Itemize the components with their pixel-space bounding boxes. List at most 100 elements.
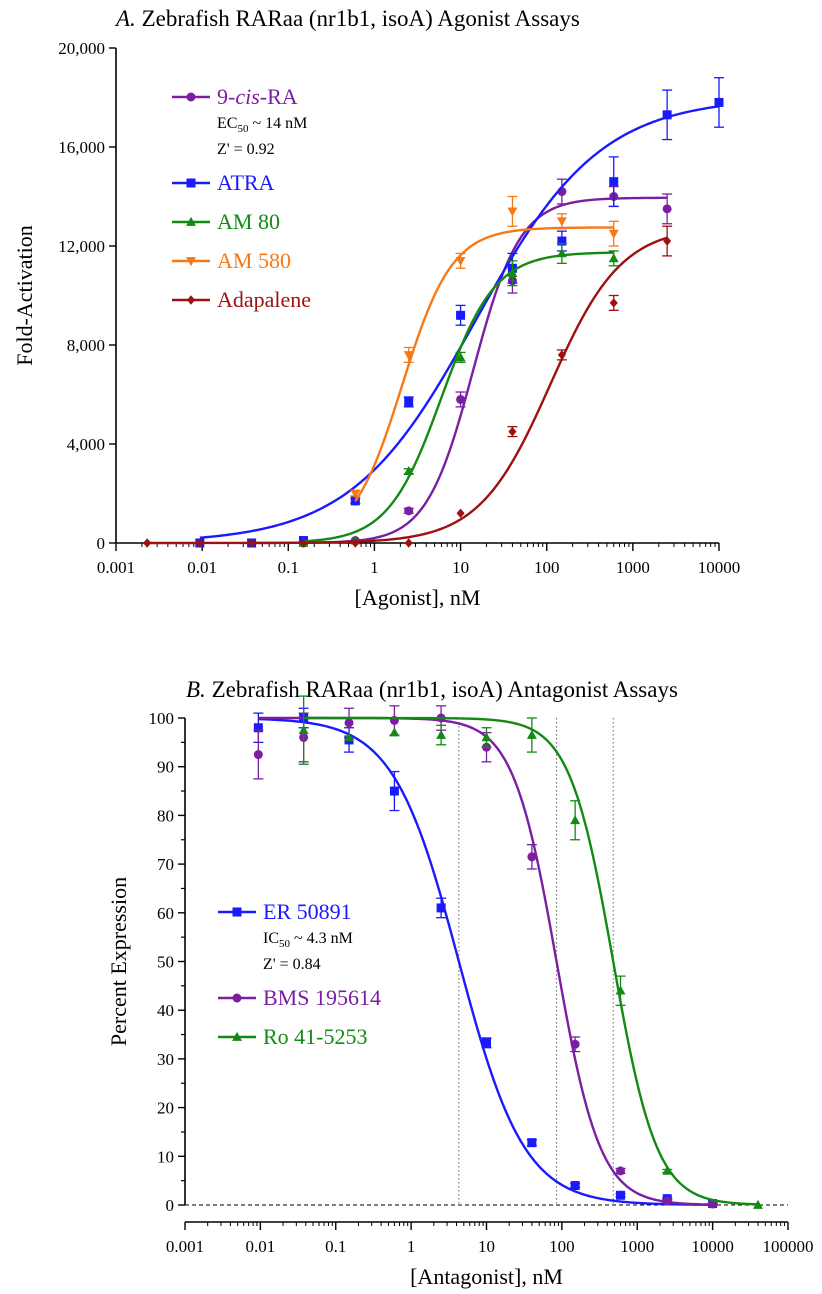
legend-note: Z' = 0.84 <box>263 956 321 973</box>
series-3 <box>350 195 619 502</box>
data-point <box>662 1165 673 1175</box>
y-tick-label: 0 <box>166 1196 175 1215</box>
data-point <box>195 538 204 548</box>
data-point <box>351 538 360 548</box>
data-point <box>436 903 446 913</box>
y-axis-label: Fold-Activation <box>12 225 37 366</box>
legend-entry-2: AM 80 <box>172 209 280 234</box>
data-point <box>455 352 466 362</box>
legend-entry-2: Ro 41-5253 <box>218 1024 368 1049</box>
x-tick-label: 1000 <box>616 558 650 577</box>
chart-agonist: A. Zebrafish RARaa (nr1b1, isoA) Agonist… <box>12 6 740 610</box>
y-tick-label: 8,000 <box>67 336 105 355</box>
series-2 <box>298 695 763 1209</box>
legend-entry-3: AM 580 <box>172 248 291 273</box>
data-point <box>570 1039 580 1049</box>
data-point <box>456 394 466 404</box>
series-4 <box>143 225 673 548</box>
legend-note: EC50 ~ 14 nM <box>217 115 307 135</box>
legend-entry-1: BMS 195614 <box>218 985 381 1010</box>
legend-label: ATRA <box>217 170 275 195</box>
data-point <box>557 350 566 360</box>
x-tick-label: 0.01 <box>246 1237 276 1256</box>
legend-label: Adapalene <box>217 287 311 312</box>
y-tick-label: 90 <box>157 758 174 777</box>
legend-label: 9-cis-RA <box>217 84 298 109</box>
y-tick-label: 70 <box>157 855 174 874</box>
data-point <box>616 1190 626 1200</box>
fit-curve <box>251 196 668 545</box>
data-point <box>481 732 492 742</box>
data-point <box>404 538 413 548</box>
y-tick-label: 4,000 <box>67 435 105 454</box>
data-point <box>556 248 567 258</box>
data-point <box>570 815 581 825</box>
data-point <box>527 852 537 862</box>
data-point <box>389 786 399 796</box>
series-1 <box>253 705 718 1209</box>
data-point <box>344 732 354 742</box>
data-point <box>507 268 518 278</box>
y-tick-label: 100 <box>149 709 175 728</box>
data-point <box>253 750 263 760</box>
data-point <box>389 727 400 737</box>
data-point <box>436 729 447 739</box>
legend-marker <box>186 178 196 188</box>
data-point <box>527 1138 537 1148</box>
fit-curve <box>258 716 713 1206</box>
y-tick-label: 40 <box>157 1001 174 1020</box>
series-0 <box>247 178 673 548</box>
x-tick-label: 1 <box>370 558 379 577</box>
data-point <box>143 538 152 548</box>
chart-antagonist: B. Zebrafish RARaa (nr1b1, isoA) Antagon… <box>106 677 814 1289</box>
data-point <box>557 236 567 246</box>
x-axis-label: [Agonist], nM <box>355 585 481 610</box>
data-point <box>298 725 309 734</box>
x-tick-label: 10 <box>478 1237 495 1256</box>
x-tick-label: 100000 <box>763 1237 814 1256</box>
fit-curve <box>303 716 759 1206</box>
legend-label: AM 80 <box>217 209 280 234</box>
data-point <box>615 985 626 995</box>
chart-title: B. Zebrafish RARaa (nr1b1, isoA) Antagon… <box>186 677 678 702</box>
legend-marker <box>186 216 196 226</box>
data-point <box>456 310 466 320</box>
x-tick-label: 100 <box>549 1237 575 1256</box>
fit-curve <box>354 226 614 502</box>
series-2 <box>298 242 619 547</box>
data-point <box>662 1196 672 1206</box>
legend-entry-1: ATRA <box>172 170 275 195</box>
data-point <box>403 466 414 476</box>
data-point <box>482 1038 491 1048</box>
legend-marker <box>232 907 242 917</box>
data-point <box>253 723 263 733</box>
data-point <box>714 97 724 107</box>
data-point <box>556 217 567 227</box>
fit-curve <box>147 236 668 545</box>
x-tick-label: 0.1 <box>278 558 299 577</box>
legend-marker <box>232 993 242 1003</box>
data-point <box>616 1166 626 1176</box>
data-point <box>608 253 619 263</box>
legend-marker <box>232 1031 242 1041</box>
data-point <box>662 204 672 214</box>
legend-marker <box>186 257 196 267</box>
data-point <box>570 1181 580 1191</box>
x-tick-label: 10 <box>452 558 469 577</box>
y-tick-label: 12,000 <box>58 237 105 256</box>
x-tick-label: 10000 <box>698 558 741 577</box>
data-point <box>662 110 672 120</box>
y-tick-label: 20 <box>157 1099 174 1118</box>
data-point <box>508 426 517 437</box>
data-point <box>609 298 618 308</box>
data-point <box>609 177 619 187</box>
data-point <box>403 351 414 361</box>
legend-note: IC50 ~ 4.3 nM <box>263 930 353 950</box>
x-tick-label: 0.01 <box>187 558 217 577</box>
legend-label: Ro 41-5253 <box>263 1024 368 1049</box>
x-axis-label: [Antagonist], nM <box>410 1264 563 1289</box>
data-point <box>753 1199 763 1209</box>
series-0 <box>253 707 718 1209</box>
data-point <box>350 489 361 499</box>
